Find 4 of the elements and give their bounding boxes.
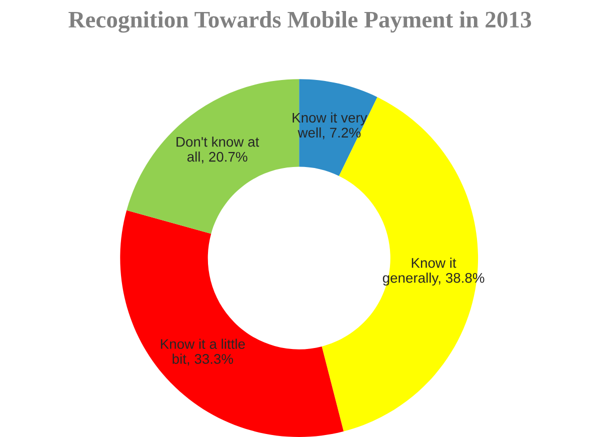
chart-title: Recognition Towards Mobile Payment in 2013 — [68, 11, 532, 33]
donut-slice — [120, 210, 344, 437]
slice-label: Don't know at all, 20.7% — [176, 136, 260, 164]
slice-label: Know it a little bit, 33.3% — [160, 338, 245, 366]
